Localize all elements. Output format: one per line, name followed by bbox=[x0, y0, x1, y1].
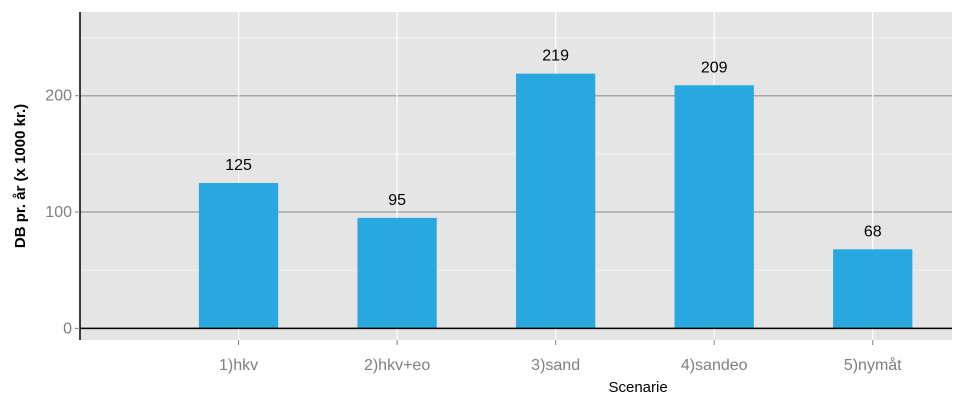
x-tick-label: 1)hkv bbox=[219, 357, 258, 374]
y-tick-label: 0 bbox=[63, 320, 72, 337]
bar bbox=[833, 249, 913, 329]
bar bbox=[674, 85, 754, 329]
y-axis-title: DB pr. år (x 1000 kr.) bbox=[12, 104, 29, 248]
bar bbox=[198, 182, 279, 329]
bar-value-label: 125 bbox=[225, 157, 252, 174]
bar-value-label: 68 bbox=[864, 223, 882, 240]
y-tick-label: 100 bbox=[45, 204, 72, 221]
bar-value-label: 219 bbox=[542, 48, 569, 65]
x-tick-label: 4)sandeo bbox=[681, 357, 748, 374]
bar-value-label: 209 bbox=[701, 59, 728, 76]
y-tick-label: 200 bbox=[45, 88, 72, 105]
x-tick-label: 2)hkv+eo bbox=[364, 357, 430, 374]
bars bbox=[198, 73, 913, 329]
y-axis-ticks: 0 100 200 bbox=[45, 88, 80, 337]
bar-value-label: 95 bbox=[388, 192, 406, 209]
x-tick-label: 3)sand bbox=[531, 357, 580, 374]
value-labels: 125 95 219 209 68 bbox=[225, 48, 882, 241]
bar bbox=[357, 217, 437, 329]
x-axis-title: Scenarie bbox=[608, 379, 667, 396]
x-tick-label: 5)nymåt bbox=[844, 356, 902, 374]
bar bbox=[516, 73, 596, 329]
x-axis-ticks: 1)hkv 2)hkv+eo 3)sand 4)sandeo 5)nymåt bbox=[219, 340, 902, 374]
